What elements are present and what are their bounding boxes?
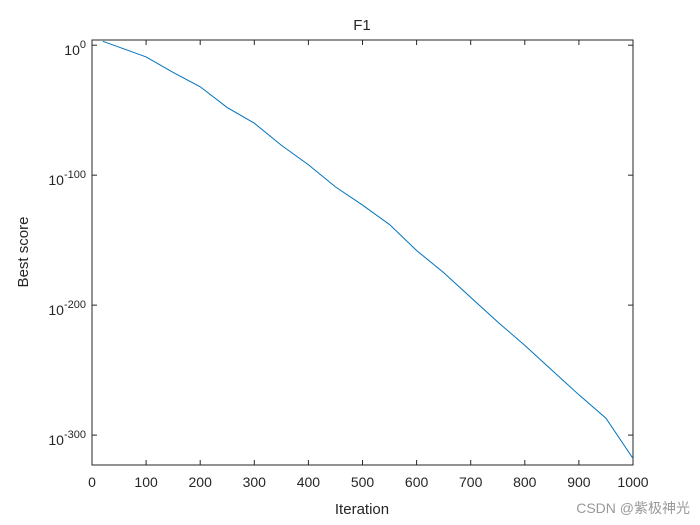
y-tick-label: 10-100: [48, 169, 86, 188]
y-tick-label: 10-200: [48, 299, 86, 318]
x-tick-label: 900: [567, 474, 591, 490]
x-tick-label: 1000: [617, 474, 648, 490]
x-tick-label: 300: [243, 474, 267, 490]
y-axis-label: Best score: [15, 217, 32, 288]
x-tick-label: 500: [351, 474, 375, 490]
watermark: CSDN @紫极神光: [576, 500, 690, 516]
x-tick-label: 400: [297, 474, 321, 490]
x-tick-label: 200: [189, 474, 213, 490]
x-axis-label: Iteration: [335, 501, 389, 518]
chart-title: F1: [353, 17, 371, 34]
x-tick-label: 800: [513, 474, 537, 490]
x-tick-label: 0: [88, 474, 96, 490]
x-tick-label: 100: [134, 474, 158, 490]
y-tick-label: 10-300: [48, 429, 86, 448]
x-tick-label: 600: [405, 474, 429, 490]
y-tick-label: 100: [64, 39, 86, 58]
x-tick-label: 700: [459, 474, 483, 490]
data-line: [102, 40, 634, 459]
